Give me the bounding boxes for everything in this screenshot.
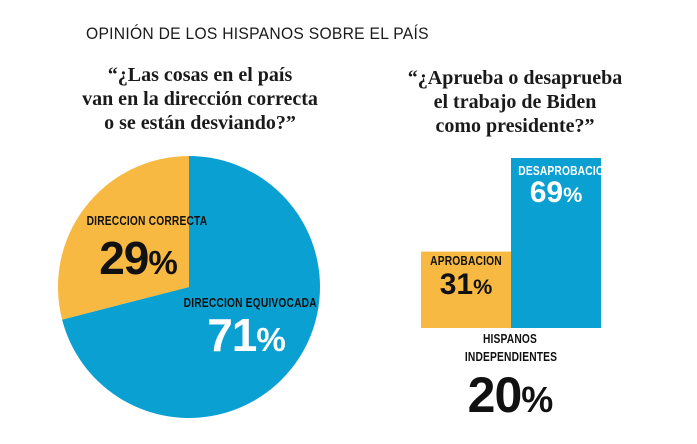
pie-label-correcta: DIRECCION CORRECTA — [86, 214, 208, 228]
group-value-number: 20 — [467, 367, 523, 423]
pie-value-correcta-unit: % — [148, 245, 177, 282]
bar-desaprobacion — [511, 158, 601, 328]
group-value-unit: % — [521, 379, 553, 420]
pie-slice-correcta — [57, 156, 189, 320]
bar-label-aprobacion: APROBACION — [430, 254, 502, 268]
chart-title: OPINIÓN DE LOS HISPANOS SOBRE EL PAÍS — [86, 24, 429, 43]
pie-slice-equivocada — [62, 156, 321, 418]
pie-value-equivocada-unit: % — [256, 322, 285, 359]
bar-question-line: el trabajo de Biden — [433, 91, 597, 113]
pie-question: “¿Las cosas en el país van en la direcci… — [80, 63, 320, 135]
bar-question-line: como presidente?” — [435, 115, 595, 137]
bar-question: “¿Aprueba o desaprueba el trabajo de Bid… — [385, 66, 645, 138]
group-value: 20% — [455, 370, 565, 425]
pie-question-line: “¿Las cosas en el país — [107, 64, 293, 86]
pie-label-equivocada: DIRECCION EQUIVOCADA — [183, 296, 317, 310]
bar-aprobacion — [421, 251, 511, 328]
bar-value-desaprobacion-number: 69 — [529, 176, 564, 209]
pie-value-equivocada: 71% — [190, 312, 302, 364]
bar-question-line: “¿Aprueba o desaprueba — [407, 67, 623, 89]
group-label-line2: INDEPENDIENTES — [464, 350, 558, 364]
bar-label-desaprobacion: DESAPROBACION — [518, 164, 612, 178]
bar-value-aprobacion: 31% — [420, 270, 512, 302]
bar-value-aprobacion-number: 31 — [439, 268, 474, 301]
pie-value-equivocada-number: 71 — [207, 309, 257, 361]
group-label-line1: HISPANOS — [482, 332, 538, 346]
bar-value-desaprobacion: 69% — [510, 178, 602, 210]
pie-question-line: van en la dirección correcta — [82, 88, 318, 110]
bar-value-desaprobacion-unit: % — [563, 182, 583, 207]
pie-value-correcta-number: 29 — [99, 232, 149, 284]
pie-value-correcta: 29% — [88, 235, 188, 287]
pie-question-line: o se están desviando?” — [104, 112, 296, 134]
bar-value-aprobacion-unit: % — [473, 274, 493, 299]
